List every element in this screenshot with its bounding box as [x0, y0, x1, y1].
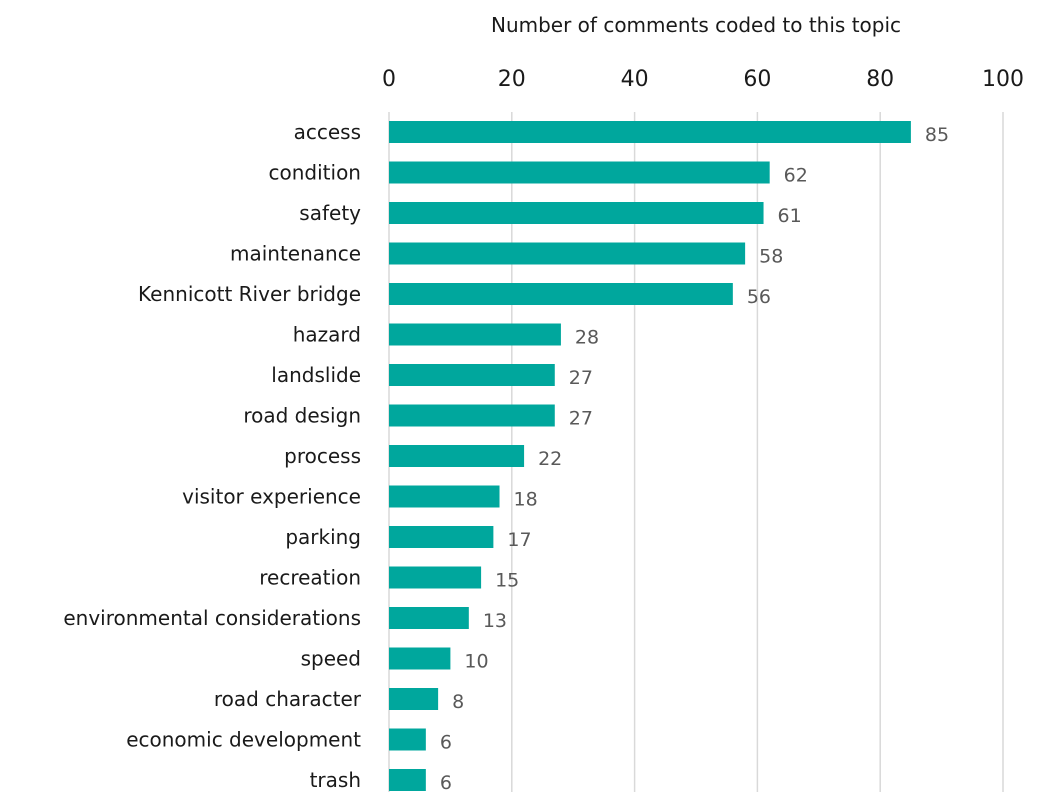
x-axis-ticks: 0 20 40 60 80 100: [382, 67, 1024, 92]
category-label: maintenance: [230, 242, 361, 266]
value-label: 15: [495, 570, 519, 592]
category-label: process: [284, 444, 361, 468]
value-label: 27: [569, 408, 593, 430]
bar: [389, 607, 469, 629]
x-tick-label: 100: [982, 67, 1024, 92]
value-label: 10: [464, 651, 488, 673]
category-label: Kennicott River bridge: [138, 282, 361, 306]
bar: [389, 242, 746, 265]
value-label: 62: [784, 165, 808, 187]
value-label: 18: [514, 489, 538, 511]
x-tick-label: 80: [866, 67, 894, 92]
value-label: 6: [440, 732, 452, 754]
value-label: 58: [759, 246, 783, 268]
category-label: speed: [301, 647, 361, 671]
x-tick-label: 60: [743, 67, 771, 92]
category-label: road character: [214, 687, 362, 711]
value-label: 56: [747, 286, 771, 308]
bar: [389, 566, 482, 589]
bar: [389, 647, 451, 670]
bar: [389, 445, 525, 467]
bar: [389, 688, 439, 710]
value-label: 17: [507, 529, 531, 551]
bar: [389, 121, 911, 143]
x-tick-label: 40: [621, 67, 649, 92]
x-tick-label: 20: [498, 67, 526, 92]
value-label: 13: [483, 610, 507, 632]
bar: [389, 728, 426, 751]
category-label: visitor experience: [182, 485, 361, 509]
value-label: 6: [440, 772, 452, 794]
bar: [389, 364, 555, 386]
value-label: 85: [925, 124, 949, 146]
category-label: hazard: [293, 323, 361, 347]
gridlines: [388, 112, 1004, 792]
category-label: environmental considerations: [63, 606, 361, 630]
category-label: landslide: [271, 363, 361, 387]
category-label: recreation: [259, 566, 361, 590]
category-label: road design: [243, 404, 361, 428]
x-axis-title: Number of comments coded to this topic: [491, 13, 901, 37]
value-label: 27: [569, 367, 593, 389]
category-label: access: [294, 120, 361, 144]
bar: [389, 526, 494, 548]
bar: [389, 404, 555, 427]
bar: [389, 323, 561, 346]
category-label: parking: [285, 525, 361, 549]
bar: [389, 283, 733, 305]
category-label: safety: [299, 201, 361, 225]
category-labels: access condition safety maintenance Kennicot…: [63, 120, 361, 792]
category-label: trash: [310, 768, 361, 792]
bar: [389, 769, 426, 791]
bar: [389, 485, 500, 508]
value-label: 8: [452, 691, 464, 713]
category-label: economic development: [126, 728, 361, 752]
bar: [389, 202, 764, 224]
x-tick-label: 0: [382, 67, 396, 92]
value-label: 28: [575, 327, 599, 349]
value-label: 61: [778, 205, 802, 227]
bar: [389, 161, 770, 184]
category-label: condition: [269, 161, 361, 185]
value-label: 22: [538, 448, 562, 470]
bars: [389, 121, 911, 791]
